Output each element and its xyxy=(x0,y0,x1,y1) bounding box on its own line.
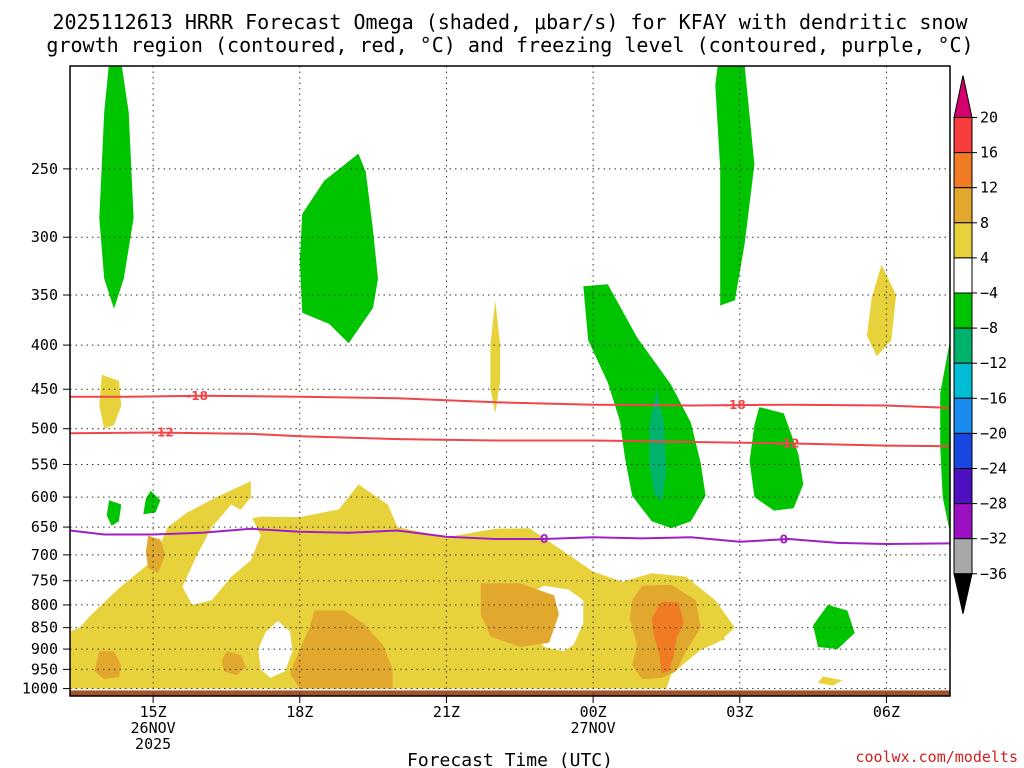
omega-region-4 xyxy=(749,407,804,511)
ground-layer xyxy=(70,690,950,696)
x-tick-label-24-1: 27NOV xyxy=(571,719,616,737)
colorbar-label-9: −20 xyxy=(980,424,1007,442)
colorbar-label-0: 20 xyxy=(980,109,998,127)
omega-region-3 xyxy=(583,284,706,529)
y-tick-label-550: 550 xyxy=(31,455,58,473)
colorbar-label-13: −36 xyxy=(980,565,1007,583)
x-axis-title: Forecast Time (UTC) xyxy=(407,750,613,768)
y-tick-label-300: 300 xyxy=(31,228,58,246)
y-tick-label-500: 500 xyxy=(31,420,58,438)
colorbar-bottom-arrow xyxy=(953,573,973,614)
colorbar-bin-6 xyxy=(953,292,973,329)
omega-region-1 xyxy=(299,153,378,344)
colorbar-label-1: 16 xyxy=(980,144,998,162)
y-tick-label-650: 650 xyxy=(31,518,58,536)
omega-region-19 xyxy=(70,566,105,632)
colorbar-bin-1 xyxy=(953,117,973,154)
colorbar-bin-4 xyxy=(953,222,973,259)
omega-region-25 xyxy=(221,651,246,676)
omega-region-15 xyxy=(818,676,843,686)
colorbar-bin-9 xyxy=(953,397,973,434)
omega-region-24 xyxy=(94,651,122,680)
ground-fill xyxy=(70,690,950,696)
x-tick-label-30-0: 06Z xyxy=(873,703,900,721)
colorbar-bin-8 xyxy=(953,362,973,399)
colorbar-label-11: −28 xyxy=(980,495,1007,513)
isotherm-label-0-1: 0 xyxy=(780,532,788,546)
isotherm-label--12-1: -12 xyxy=(778,436,800,450)
colorbar-legend: 20 16 12 8 4 −4 −8 −12 −16 −20 −24 −28 −32 −36 xyxy=(953,75,1007,614)
omega-region-20 xyxy=(258,621,293,678)
gridlines xyxy=(70,66,950,696)
credit-text: coolwx.com/modelts xyxy=(855,748,1018,766)
omega-region-27 xyxy=(480,583,559,647)
colorbar-bin-2 xyxy=(953,152,973,189)
y-tick-label-750: 750 xyxy=(31,572,58,590)
colorbar-bin-10 xyxy=(953,432,973,469)
x-tick-label-24-0: 00Z xyxy=(580,703,607,721)
isotherm-label--12-0: -12 xyxy=(152,426,174,440)
isotherm-label--18-0: -18 xyxy=(186,389,208,403)
colorbar-label-6: −8 xyxy=(980,319,998,337)
omega-region-22 xyxy=(686,638,765,689)
isotherm-0 xyxy=(70,527,950,546)
colorbar-bin-7 xyxy=(953,327,973,364)
y-tick-label-450: 450 xyxy=(31,380,58,398)
chart-title-line2: growth region (contoured, red, °C) and f… xyxy=(46,33,973,57)
colorbar-label-5: −4 xyxy=(980,284,998,302)
omega-region-5 xyxy=(940,340,950,533)
colorbar-label-12: −32 xyxy=(980,530,1007,548)
omega-region-12 xyxy=(99,374,122,429)
colorbar-bin-11 xyxy=(953,468,973,505)
isotherm-label-0-0: 0 xyxy=(540,532,548,546)
colorbar-label-3: 8 xyxy=(980,214,989,232)
y-tick-label-600: 600 xyxy=(31,488,58,506)
x-tick-label-21-0: 21Z xyxy=(433,703,460,721)
omega-region-11 xyxy=(649,389,667,502)
omega-region-23 xyxy=(145,535,166,574)
colorbar-label-10: −24 xyxy=(980,460,1007,478)
omega-region-2 xyxy=(715,66,755,306)
colorbar-label-4: 4 xyxy=(980,249,989,267)
omega-region-29 xyxy=(651,601,684,674)
isotherm--18 xyxy=(70,394,950,409)
colorbar-label-7: −12 xyxy=(980,354,1007,372)
omega-region-6 xyxy=(143,490,161,515)
y-tick-label-400: 400 xyxy=(31,336,58,354)
colorbar-bin-5 xyxy=(953,257,973,294)
y-tick-label-950: 950 xyxy=(31,660,58,678)
y-tick-label-700: 700 xyxy=(31,546,58,564)
colorbar-bin-3 xyxy=(953,187,973,224)
y-tick-label-350: 350 xyxy=(31,286,58,304)
y-tick-label-1000: 1000 xyxy=(22,680,58,698)
omega-region-13 xyxy=(490,300,501,414)
y-tick-label-850: 850 xyxy=(31,619,58,637)
isotherm-label--18-1: -18 xyxy=(724,398,746,412)
omega-region-8 xyxy=(813,604,855,650)
x-tick-label-18-0: 18Z xyxy=(286,703,313,721)
omega-region-0 xyxy=(99,66,134,309)
omega-shading xyxy=(70,66,950,689)
x-tick-label-27-0: 03Z xyxy=(726,703,753,721)
plot-frame xyxy=(69,65,951,697)
colorbar-label-2: 12 xyxy=(980,179,998,197)
isotherm-contours: -18 -18 -12 -12 0 0 xyxy=(70,389,950,546)
y-axis: 250 300 350 400 450 500 550 600 650 700 750 800 850 9… xyxy=(22,160,70,698)
x-tick-label-15-2: 2025 xyxy=(135,735,171,753)
colorbar-top-arrow xyxy=(953,75,973,118)
colorbar-label-8: −16 xyxy=(980,389,1007,407)
isotherm--12 xyxy=(70,431,950,448)
y-tick-label-250: 250 xyxy=(31,160,58,178)
y-tick-label-900: 900 xyxy=(31,640,58,658)
colorbar-bin-12 xyxy=(953,503,973,540)
chart-title-line1: 2025112613 HRRR Forecast Omega (shaded, … xyxy=(52,10,968,34)
omega-region-14 xyxy=(866,264,897,357)
x-tick-label-15-0: 15Z xyxy=(140,703,167,721)
x-tick-label-15-1: 26NOV xyxy=(131,719,176,737)
y-tick-label-800: 800 xyxy=(31,596,58,614)
omega-region-9 xyxy=(106,500,122,526)
colorbar-bin-13 xyxy=(953,538,973,575)
